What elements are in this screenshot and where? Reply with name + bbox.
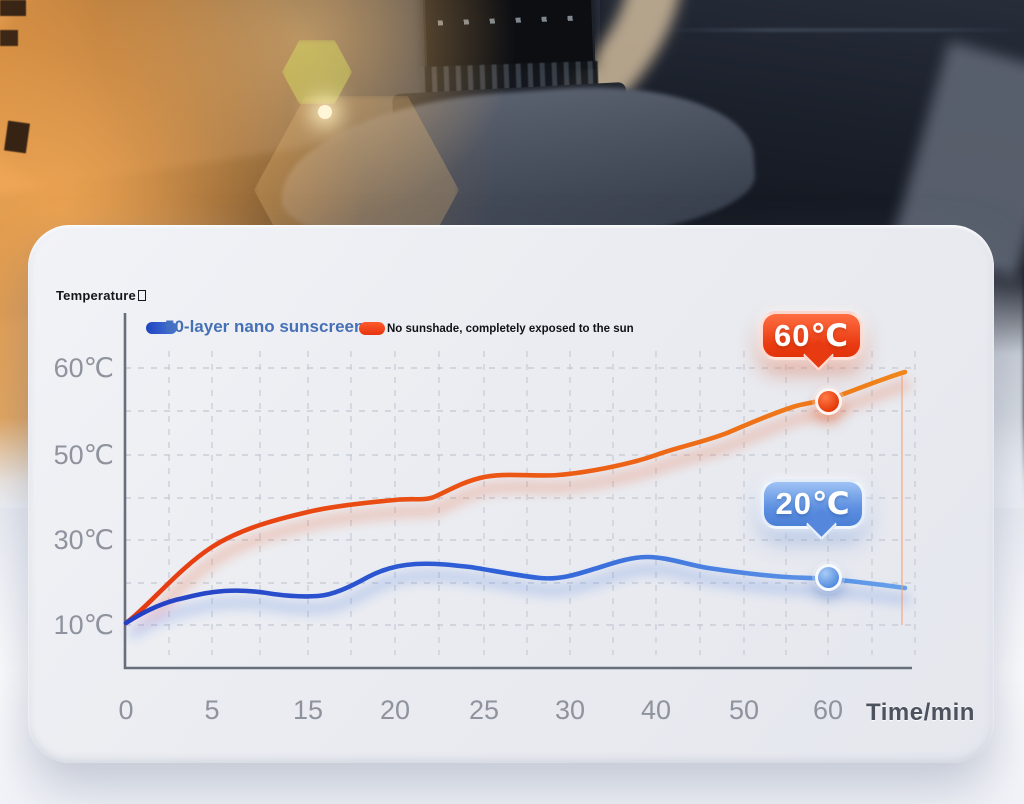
window-frame-mark <box>0 30 18 46</box>
legend-label-no-sunshade: No sunshade, completely exposed to the s… <box>387 323 634 335</box>
chart-axes <box>123 313 912 670</box>
callout-badge-60c: 60℃ <box>760 311 863 360</box>
y-axis-title-text: Temperature <box>56 288 136 303</box>
legend-label-sunscreen: 50-layer nano sunscreen <box>165 317 365 336</box>
x-tick-25: 25 <box>468 695 500 725</box>
legend-marker-sunscreen <box>146 322 177 334</box>
x-axis-title: Time/min <box>866 699 975 726</box>
missing-glyph-box <box>137 290 146 301</box>
y-tick-50: 50℃ <box>53 440 114 470</box>
callout-badge-20c-text: 20℃ <box>775 486 851 521</box>
x-tick-30: 30 <box>554 695 586 725</box>
data-point-60c <box>815 388 842 415</box>
window-frame-mark <box>0 0 26 16</box>
x-tick-5: 5 <box>204 695 220 725</box>
callout-badge-20c: 20℃ <box>761 479 865 529</box>
x-tick-50: 50 <box>728 695 760 725</box>
y-tick-10: 10℃ <box>53 610 114 640</box>
line-glow <box>127 379 911 639</box>
grid-horizontal <box>125 367 914 626</box>
x-tick-0: 0 <box>118 695 134 725</box>
y-axis-title: Temperature <box>56 288 146 303</box>
legend-marker-no-sunshade <box>359 322 385 335</box>
x-tick-20: 20 <box>379 695 411 725</box>
temperature-chart-card: Temperature 50-layer nano sunscreen No s… <box>28 225 994 763</box>
x-tick-15: 15 <box>292 695 324 725</box>
series-sunscreen-line <box>123 554 908 626</box>
y-tick-30: 30℃ <box>53 525 114 555</box>
y-tick-60: 60℃ <box>53 353 114 383</box>
temperature-line-chart <box>123 313 916 670</box>
callout-badge-60c-text: 60℃ <box>773 317 850 353</box>
lens-flare-glow <box>318 105 332 119</box>
x-tick-60: 60 <box>812 695 844 725</box>
series-no-sunshade-line <box>123 369 908 626</box>
x-tick-40: 40 <box>640 695 672 725</box>
window-frame-mark <box>4 120 30 154</box>
data-point-20c <box>815 564 842 591</box>
